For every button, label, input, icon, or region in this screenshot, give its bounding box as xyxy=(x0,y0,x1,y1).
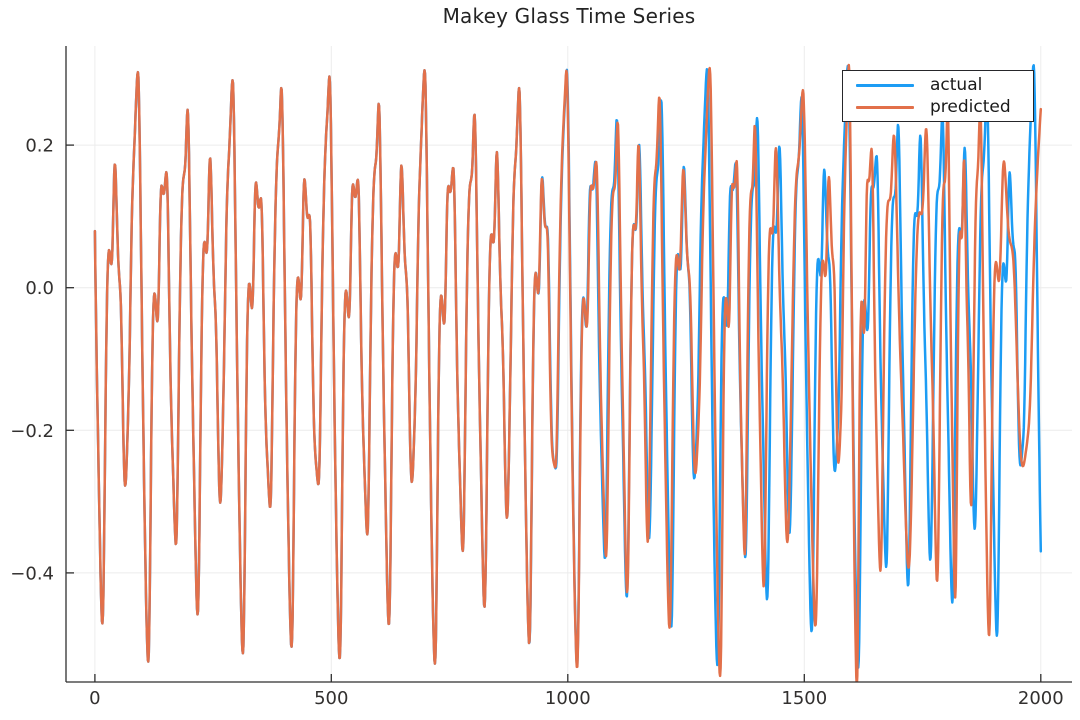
legend-label: actual xyxy=(930,74,983,95)
series-predicted-line xyxy=(93,63,1043,682)
chart-title: Makey Glass Time Series xyxy=(442,4,696,28)
x-tick-label: 1500 xyxy=(781,688,827,709)
legend: actual predicted xyxy=(842,70,1034,122)
y-tick-label: 0.2 xyxy=(25,136,54,157)
y-tick-label: −0.2 xyxy=(10,421,54,442)
x-tick-label: 0 xyxy=(89,688,100,709)
legend-label: predicted xyxy=(930,96,1011,117)
y-tick-label: −0.4 xyxy=(10,563,54,584)
legend-entry-predicted: predicted xyxy=(843,98,1033,117)
legend-entry-actual: actual xyxy=(843,76,1033,95)
x-tick-label: 2000 xyxy=(1018,688,1064,709)
legend-line-sample-predicted xyxy=(856,105,914,109)
x-tick-label: 500 xyxy=(314,688,348,709)
y-tick-label: 0.0 xyxy=(25,278,54,299)
x-tick-label: 1000 xyxy=(545,688,591,709)
legend-line-sample-actual xyxy=(856,83,914,87)
